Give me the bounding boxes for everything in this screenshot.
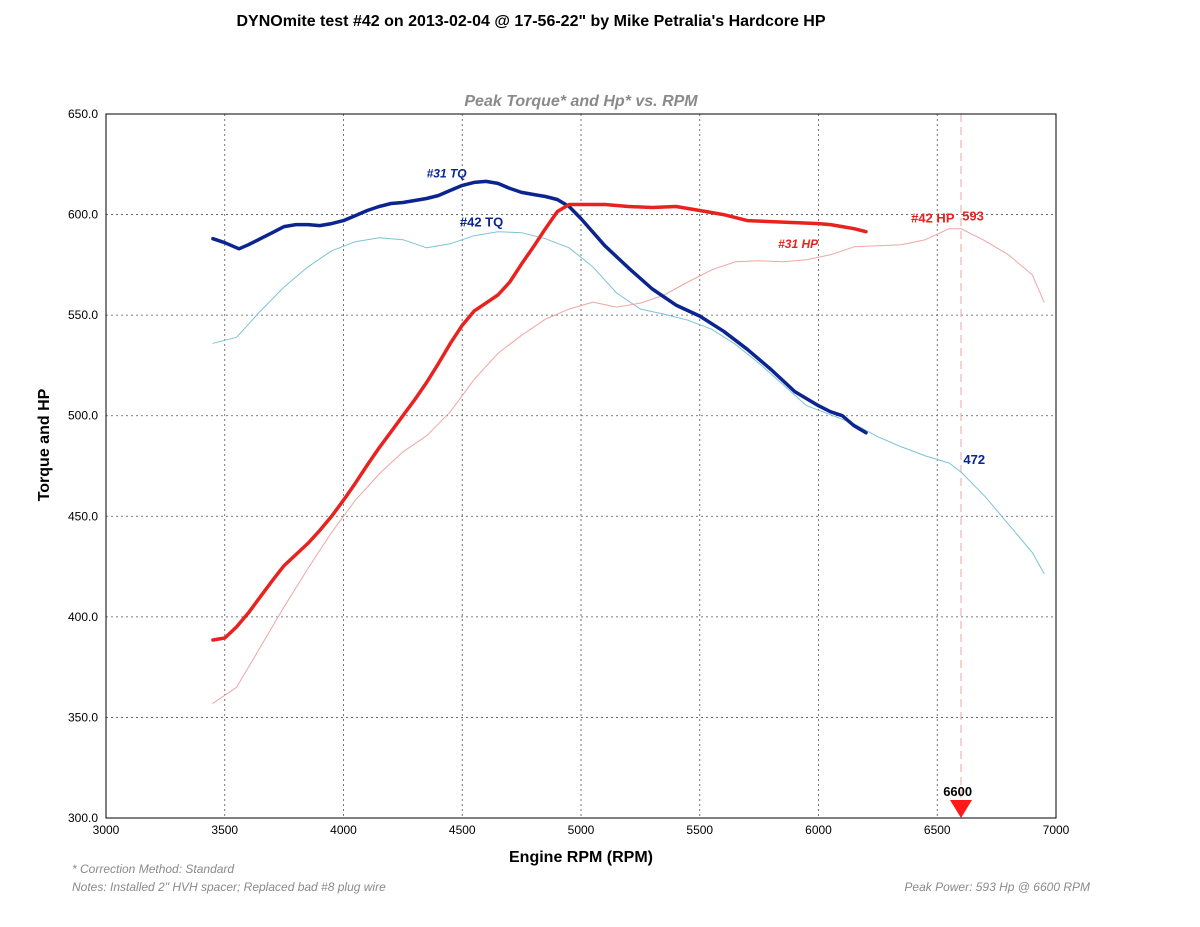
y-tick-450.0: 450.0 [68, 509, 98, 523]
annotation-layer: #31 TQ #42 TQ #31 HP #42 HP 593 472 6600 [427, 166, 985, 818]
x-tick-6000: 6000 [805, 823, 832, 837]
y-tick-labels: 300.0 350.0 400.0 450.0 500.0 550.0 600.0 650.0 [68, 107, 98, 825]
series-line-31-hp [211, 202, 868, 642]
annotation-tq42: #42 TQ [460, 215, 503, 230]
series-line-42-hp [212, 228, 1045, 704]
peak-power-note: Peak Power: 593 Hp @ 6600 RPM [904, 880, 1090, 894]
series-line-31-tq [211, 179, 868, 435]
x-tick-4000: 4000 [330, 823, 357, 837]
rpm-marker-triangle [950, 800, 972, 818]
annotation-tq31: #31 TQ [427, 166, 468, 180]
annotation-tq_value: 472 [963, 452, 985, 467]
notes-text: Notes: Installed 2" HVH spacer; Replaced… [72, 880, 386, 894]
x-tick-4500: 4500 [449, 823, 476, 837]
x-tick-3500: 3500 [211, 823, 238, 837]
y-tick-650.0: 650.0 [68, 107, 98, 121]
annotation-peak_hp: 593 [962, 209, 984, 224]
grid-lines [106, 114, 1056, 818]
x-tick-3000: 3000 [93, 823, 120, 837]
x-tick-5500: 5500 [686, 823, 713, 837]
plot-frame [105, 113, 1057, 819]
y-tick-550.0: 550.0 [68, 308, 98, 322]
chart-subtitle: Peak Torque* and Hp* vs. RPM [464, 93, 698, 110]
x-tick-7000: 7000 [1043, 823, 1070, 837]
correction-method-note: * Correction Method: Standard [72, 862, 234, 876]
y-tick-600.0: 600.0 [68, 208, 98, 222]
x-tick-labels: 3000 3500 4000 4500 5000 5500 6000 6500 7000 [93, 823, 1070, 837]
annotation-rpm_marker: 6600 [943, 784, 972, 799]
chart-title: DYNOmite test #42 on 2013-02-04 @ 17-56-… [236, 13, 825, 30]
annotation-hp31: #31 HP [778, 237, 819, 251]
y-tick-300.0: 300.0 [68, 811, 98, 825]
y-tick-400.0: 400.0 [68, 610, 98, 624]
series-layer [211, 114, 1045, 818]
x-tick-5000: 5000 [568, 823, 595, 837]
annotation-hp42: #42 HP [911, 211, 955, 226]
y-axis-label: Torque and HP [36, 388, 53, 501]
y-tick-350.0: 350.0 [68, 710, 98, 724]
series-line-42-tq [212, 231, 1045, 575]
y-tick-500.0: 500.0 [68, 409, 98, 423]
x-tick-6500: 6500 [924, 823, 951, 837]
x-axis-label: Engine RPM (RPM) [509, 849, 653, 866]
